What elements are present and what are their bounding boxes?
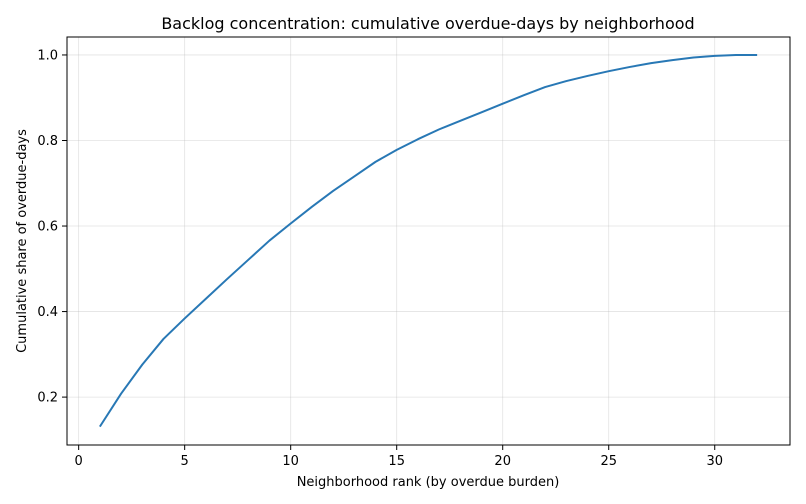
x-tick-label: 15 [388,454,405,469]
x-tick-label: 30 [706,454,723,469]
y-tick-label: 0.6 [37,220,58,235]
x-tick-label: 5 [181,454,189,469]
y-tick-label: 1.0 [37,48,58,63]
series-layer [99,53,758,428]
y-axis-label: Cumulative share of overdue-days [15,129,30,353]
x-tick-label: 20 [494,454,511,469]
cumulative-share-line [99,53,758,428]
y-tick-label: 0.4 [37,305,58,320]
x-axis: 0 5 10 15 20 25 30 [75,445,723,469]
plot-frame [66,36,791,446]
chart-title: Backlog concentration: cumulative overdu… [161,14,694,33]
x-tick-label: 0 [75,454,83,469]
x-tick-label: 25 [600,454,617,469]
y-tick-label: 0.2 [37,391,58,406]
x-tick-label: 10 [282,454,299,469]
x-axis-label: Neighborhood rank (by overdue burden) [297,475,560,490]
grid [67,37,790,445]
y-tick-label: 0.8 [37,134,58,149]
y-axis: 0.2 0.4 0.6 0.8 1.0 [37,48,67,406]
